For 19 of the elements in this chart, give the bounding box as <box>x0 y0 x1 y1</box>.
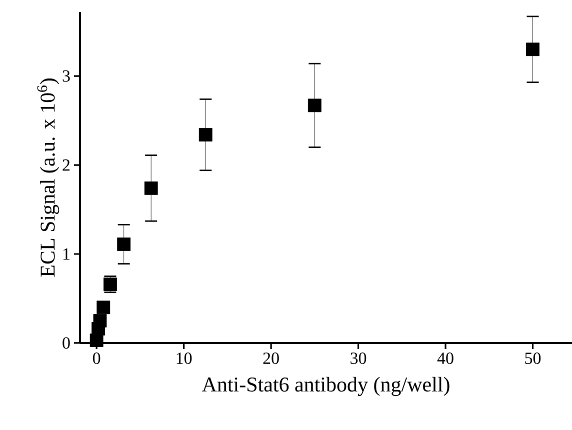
x-tick-label: 10 <box>176 352 192 364</box>
point <box>93 314 107 328</box>
x-tick-label: 50 <box>525 352 541 364</box>
y-axis-title: ECL Signal (a.u. x 10$^{6}$) <box>37 78 60 277</box>
y-tick-label: 0 <box>62 337 70 349</box>
point <box>526 42 540 56</box>
x-tick-label: 40 <box>437 352 454 364</box>
x-axis-title: Anti-Stat6 antibody (ng/well) <box>202 376 450 396</box>
x-tick-label: 20 <box>263 352 279 364</box>
y-tick-label: 3 <box>62 70 70 82</box>
point <box>308 98 322 112</box>
x-tick-label: 30 <box>350 352 366 364</box>
point <box>198 128 212 142</box>
point <box>96 300 110 314</box>
x-tick-label: 0 <box>92 352 100 364</box>
point <box>144 181 158 195</box>
y-tick-label: 2 <box>62 159 70 171</box>
y-tick-label: 1 <box>63 248 70 260</box>
point <box>117 238 131 251</box>
